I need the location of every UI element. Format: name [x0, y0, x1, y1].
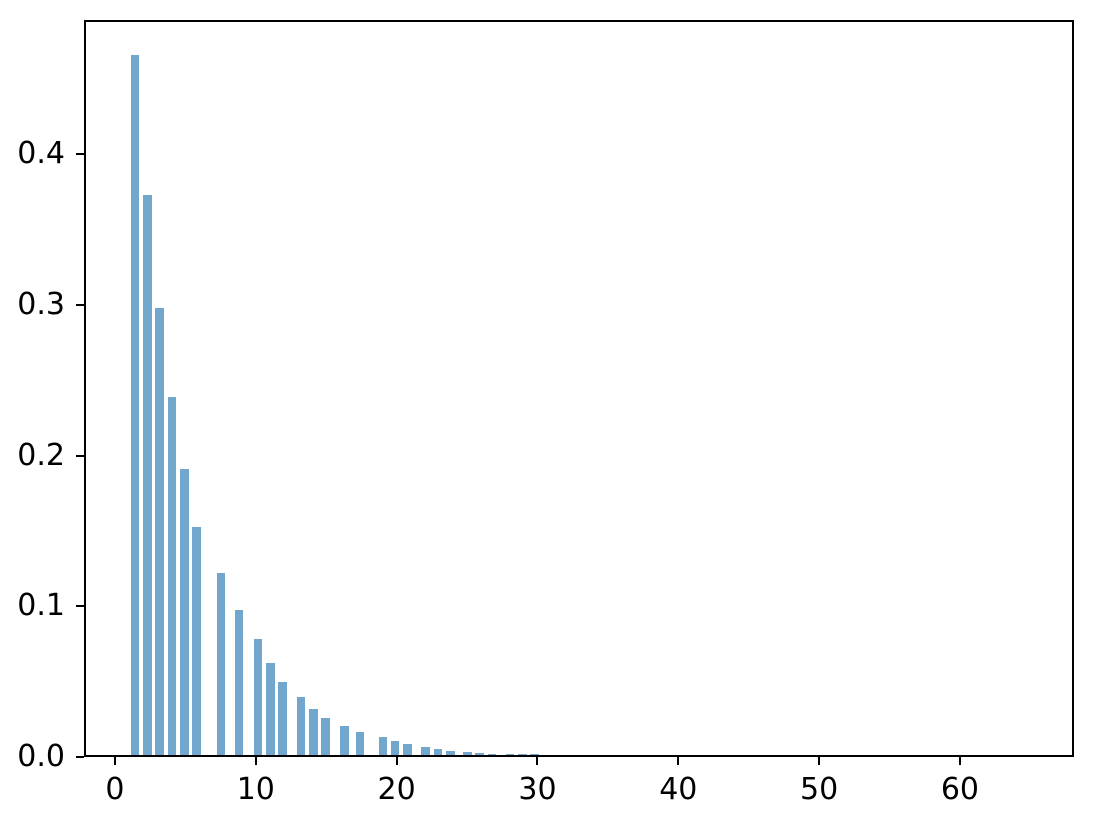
histogram-bar [530, 754, 539, 755]
histogram-bar [463, 751, 472, 755]
histogram-bar [234, 609, 244, 755]
y-axis-tick [76, 153, 84, 156]
y-axis-tick [76, 454, 84, 457]
histogram-bar [130, 54, 140, 755]
x-axis-tick [113, 757, 116, 765]
y-axis-tick-label: 0.1 [17, 588, 65, 624]
histogram-bar [475, 752, 485, 755]
histogram-bar [446, 750, 455, 755]
histogram-bar [167, 397, 177, 755]
y-axis-tick-label: 0.3 [17, 286, 65, 322]
x-axis-tick [958, 757, 961, 765]
histogram-bar [192, 526, 201, 755]
histogram-bar [179, 469, 189, 755]
histogram-bar [266, 662, 275, 755]
x-axis-tick-label: 10 [236, 772, 275, 807]
y-axis-tick-label: 0.2 [17, 437, 65, 473]
x-axis-tick [395, 757, 398, 765]
histogram-bar [355, 732, 365, 755]
x-axis-tick [254, 757, 257, 765]
histogram-bar [278, 681, 287, 755]
y-axis-tick [76, 605, 84, 608]
histogram-bar [403, 744, 412, 755]
histogram-bar [378, 737, 388, 755]
y-axis-tick-label: 0.4 [17, 136, 65, 172]
histogram-bar [253, 639, 263, 755]
x-axis-tick-label: 30 [518, 772, 557, 807]
y-axis-tick-label: 0.0 [17, 739, 65, 774]
histogram-bar [216, 572, 226, 755]
plot-area [84, 20, 1074, 757]
y-axis-tick [76, 303, 84, 306]
x-axis-tick-label: 60 [940, 772, 980, 807]
histogram-bar [321, 718, 330, 755]
histogram-bar [487, 753, 497, 755]
histogram-bar [155, 307, 164, 755]
histogram-bar [505, 754, 515, 755]
x-axis-tick [818, 757, 821, 765]
y-axis-tick [76, 756, 84, 758]
x-axis-tick-label: 0 [105, 772, 125, 807]
x-axis-tick-label: 20 [377, 772, 416, 807]
histogram-bar [340, 726, 349, 755]
x-axis-tick-label: 40 [659, 772, 698, 807]
histogram-bar [421, 746, 430, 755]
histogram-bar [390, 741, 400, 755]
x-axis-tick [677, 757, 680, 765]
x-axis-tick [536, 757, 539, 765]
histogram-bar [309, 708, 318, 755]
histogram-bar [142, 195, 152, 755]
x-axis-tick-label: 50 [800, 772, 839, 807]
histogram-bar [296, 696, 306, 755]
histogram-bar [433, 748, 443, 755]
histogram-bar [518, 754, 527, 755]
